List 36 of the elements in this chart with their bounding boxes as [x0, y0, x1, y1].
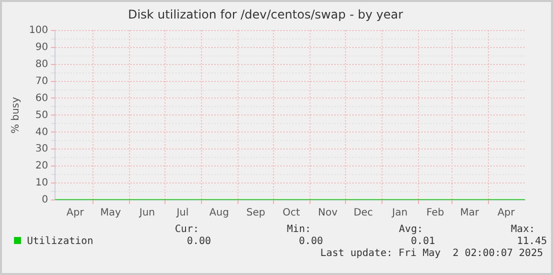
x-tick-label: Nov	[318, 208, 338, 219]
x-tick-label: Aug	[209, 208, 229, 219]
y-tick-label: 10	[35, 178, 48, 189]
x-tick-label: Mar	[460, 208, 480, 219]
y-tick-label: 30	[35, 144, 48, 155]
x-tick-label: Jun	[138, 208, 155, 219]
y-tick-label: 100	[28, 24, 48, 36]
text: 0.01	[410, 236, 435, 247]
y-tick-label: 90	[35, 42, 48, 53]
x-tick-label: Jul	[176, 208, 189, 219]
y-tick-label: 60	[35, 92, 48, 104]
x-tick-label: Jan	[391, 208, 408, 219]
legend-label: Utilization	[26, 236, 94, 247]
text: 11.45	[516, 236, 547, 247]
y-tick-label: 70	[35, 76, 48, 87]
x-tick-label: Apr	[66, 208, 85, 219]
y-tick-label: 0	[42, 194, 48, 206]
x-tick-label: Oct	[282, 208, 300, 219]
y-tick-label: 80	[35, 58, 48, 70]
text: Avg:	[398, 224, 423, 235]
y-tick-label: 50	[35, 110, 48, 121]
text: Min:	[286, 224, 311, 235]
x-tick-label: Apr	[497, 208, 516, 219]
x-tick-label: May	[100, 208, 121, 219]
x-tick-label: Dec	[354, 208, 373, 219]
y-tick-label: 20	[35, 160, 48, 172]
chart-title: Disk utilization for /dev/centos/swap - by year	[128, 7, 404, 22]
text: Last update: Fri May 2 02:00:07 2025	[320, 248, 543, 259]
text: Cur:	[174, 224, 199, 235]
text: 0.00	[186, 236, 211, 247]
text: 0.00	[298, 236, 323, 247]
text: Max:	[510, 224, 535, 235]
y-tick-label: 40	[35, 126, 48, 138]
x-tick-label: Sep	[246, 208, 266, 219]
x-tick-label: Feb	[426, 208, 444, 219]
y-axis-title: % busy	[10, 96, 22, 134]
